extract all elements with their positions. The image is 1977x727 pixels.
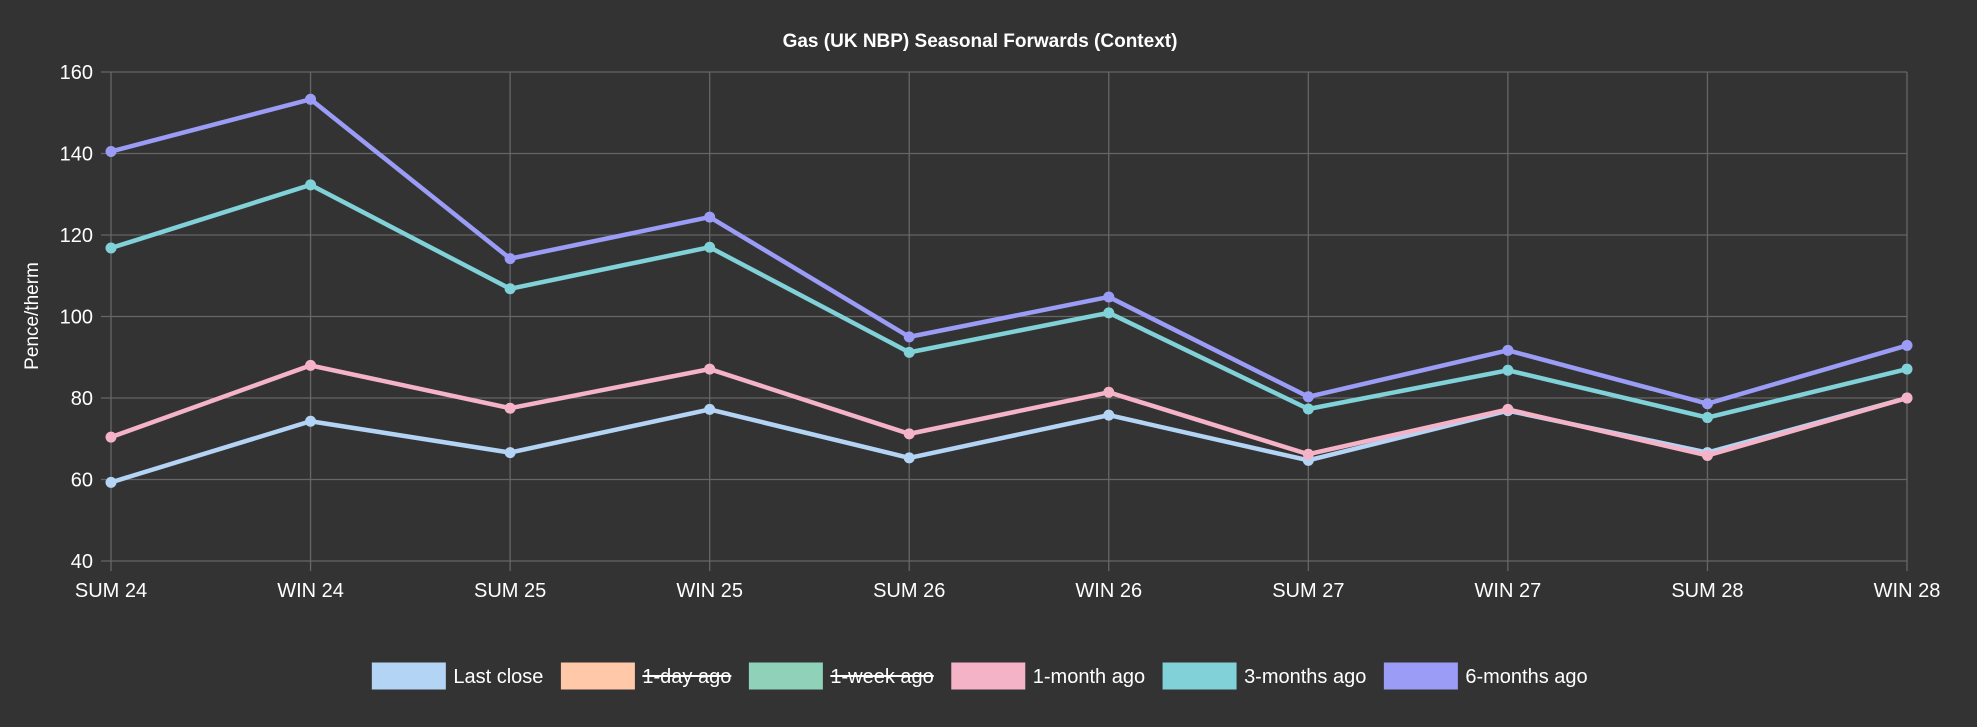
data-point[interactable] [504, 402, 516, 414]
series-line [108, 182, 1910, 420]
data-point[interactable] [1701, 449, 1713, 461]
legend-swatch [560, 662, 635, 690]
series-line [108, 363, 1910, 458]
series-6-months-ago [105, 93, 1913, 410]
y-axis-ticks: 40 60 80 100 120 140 160 [60, 62, 93, 573]
x-axis-ticks: SUM 24 WIN 24 SUM 25 WIN 25 SUM 26 WIN 26 SUM … [75, 580, 1940, 602]
data-point[interactable] [704, 363, 716, 375]
data-point[interactable] [305, 179, 317, 191]
legend-swatch [1383, 662, 1458, 690]
data-point[interactable] [903, 346, 915, 358]
y-tick-label: 160 [60, 62, 93, 84]
x-tick-label: WIN 25 [676, 580, 743, 602]
data-point[interactable] [1502, 403, 1514, 415]
data-point[interactable] [504, 253, 516, 265]
y-tick-label: 60 [71, 470, 93, 492]
data-point[interactable] [105, 431, 117, 443]
y-tick-label: 120 [60, 225, 93, 247]
legend: Last close 1-day ago 1-week ago 1-month ago… [371, 662, 1588, 690]
legend-swatch [371, 662, 446, 690]
chart-title: Gas (UK NBP) Seasonal Forwards (Context) [783, 31, 1178, 52]
legend-swatch [748, 662, 823, 690]
legend-item-6-months-ago[interactable]: 6-months ago [1383, 662, 1588, 690]
series-group [105, 93, 1913, 488]
data-point[interactable] [105, 242, 117, 254]
legend-label: 6-months ago [1465, 666, 1587, 688]
legend-label: Last close [453, 666, 543, 688]
data-point[interactable] [1302, 403, 1314, 415]
x-tick-label: WIN 24 [277, 580, 344, 602]
legend-item-last-close[interactable]: Last close [371, 662, 543, 690]
series-line [108, 97, 1910, 406]
legend-item-3-months-ago[interactable]: 3-months ago [1162, 662, 1366, 690]
data-point[interactable] [704, 211, 716, 223]
data-point[interactable] [1103, 291, 1115, 303]
data-point[interactable] [504, 283, 516, 295]
x-tick-label: SUM 26 [873, 580, 945, 602]
x-tick-label: WIN 27 [1475, 580, 1542, 602]
series-3-months-ago [105, 179, 1913, 424]
x-tick-label: SUM 27 [1272, 580, 1344, 602]
y-tick-label: 100 [60, 307, 93, 329]
data-point[interactable] [105, 145, 117, 157]
legend-label: 3-months ago [1244, 666, 1366, 688]
data-point[interactable] [305, 415, 317, 427]
data-point[interactable] [903, 428, 915, 440]
data-point[interactable] [1901, 392, 1913, 404]
x-tick-label: WIN 28 [1874, 580, 1941, 602]
data-point[interactable] [1901, 363, 1913, 375]
y-axis-title: Pence/therm [22, 262, 43, 370]
data-point[interactable] [105, 476, 117, 488]
legend-item-1-day-ago[interactable]: 1-day ago [560, 662, 732, 690]
data-point[interactable] [305, 93, 317, 105]
data-point[interactable] [1302, 391, 1314, 403]
y-tick-label: 80 [71, 388, 93, 410]
data-point[interactable] [1103, 386, 1115, 398]
x-tick-label: SUM 28 [1671, 580, 1743, 602]
data-point[interactable] [504, 447, 516, 459]
legend-swatch [951, 662, 1026, 690]
data-point[interactable] [903, 331, 915, 343]
data-point[interactable] [1502, 344, 1514, 356]
legend-item-1-month-ago[interactable]: 1-month ago [951, 662, 1145, 690]
data-point[interactable] [903, 452, 915, 464]
data-point[interactable] [704, 403, 716, 415]
data-point[interactable] [1302, 448, 1314, 460]
x-tick-label: SUM 24 [75, 580, 147, 602]
legend-label: 1-month ago [1033, 666, 1145, 688]
data-point[interactable] [1502, 364, 1514, 376]
data-point[interactable] [1103, 307, 1115, 319]
y-tick-label: 140 [60, 144, 93, 166]
series-1-month-ago [105, 359, 1913, 461]
data-point[interactable] [1901, 339, 1913, 351]
x-tick-label: WIN 26 [1075, 580, 1142, 602]
x-tick-label: SUM 25 [474, 580, 546, 602]
data-point[interactable] [1701, 412, 1713, 424]
y-tick-label: 40 [71, 551, 93, 573]
legend-item-1-week-ago[interactable]: 1-week ago [748, 662, 934, 690]
data-point[interactable] [1103, 409, 1115, 421]
data-point[interactable] [305, 359, 317, 371]
legend-swatch [1162, 662, 1237, 690]
grid [101, 71, 1908, 571]
data-point[interactable] [1701, 398, 1713, 410]
data-point[interactable] [704, 241, 716, 253]
